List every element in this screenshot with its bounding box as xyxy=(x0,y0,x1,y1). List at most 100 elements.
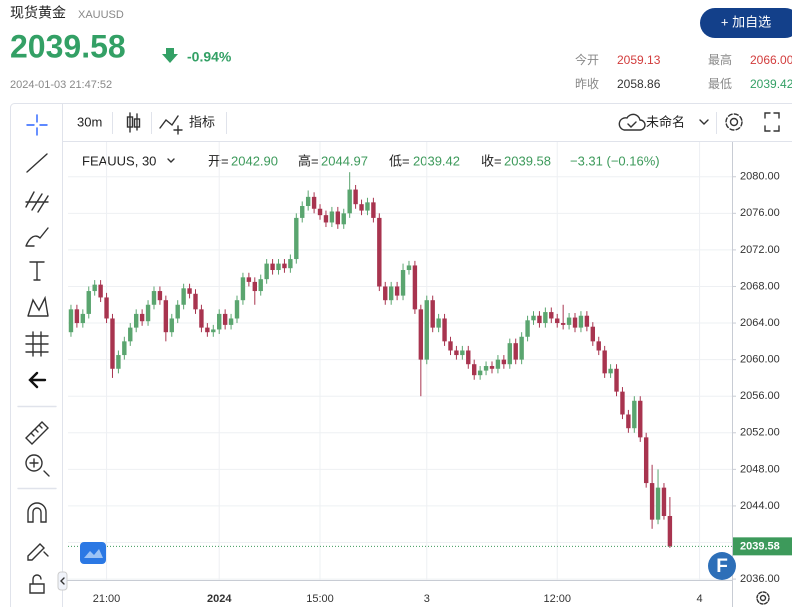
candle-body xyxy=(519,337,523,360)
pattern-tool[interactable] xyxy=(28,298,48,316)
candle-body xyxy=(330,211,334,222)
down-arrow xyxy=(162,48,178,63)
candle-body xyxy=(668,516,672,546)
crosshair-tool[interactable] xyxy=(27,115,47,135)
legend-label: 开= xyxy=(208,153,229,168)
candle-body xyxy=(187,288,191,293)
x-tick-label: 15:00 xyxy=(306,593,334,605)
legend-change: −3.31 (−0.16%) xyxy=(570,153,660,168)
price: 2039.58 xyxy=(10,28,126,64)
candle-body xyxy=(347,190,351,214)
candle-body xyxy=(638,401,642,438)
stat-value: 2066.00 xyxy=(750,53,792,67)
instrument-symbol: XAUUSD xyxy=(78,9,124,21)
candle-body xyxy=(425,300,429,359)
x-tick-label: 2024 xyxy=(207,593,232,605)
candle-body xyxy=(158,291,162,300)
collapse-button[interactable] xyxy=(58,572,67,590)
back-tool[interactable] xyxy=(30,373,45,387)
candle-body xyxy=(98,285,102,298)
candle-body xyxy=(591,327,595,342)
trend-line-tool[interactable] xyxy=(27,154,47,172)
candle-body xyxy=(359,204,363,210)
lock-drawings-tool[interactable] xyxy=(28,544,48,560)
candle-body xyxy=(217,314,221,330)
lock-tool[interactable] xyxy=(30,575,44,593)
candle-body xyxy=(336,211,340,224)
stat-label: 最高 xyxy=(708,52,732,67)
candle-body xyxy=(466,350,470,364)
legend-menu[interactable] xyxy=(168,159,174,162)
interval-button[interactable]: 30m xyxy=(77,114,102,129)
snapshot-button[interactable] xyxy=(80,542,106,564)
y-tick-label: 2044.00 xyxy=(740,500,780,512)
plot: 2036.002040.002044.002048.002052.002056.… xyxy=(68,142,792,605)
candle-body xyxy=(324,215,328,222)
chart-type-button[interactable] xyxy=(128,113,140,132)
ruler-tool[interactable] xyxy=(26,422,48,444)
pitchfork-tool[interactable] xyxy=(26,192,48,212)
x-tick-label: 12:00 xyxy=(543,593,571,605)
brush-tool[interactable] xyxy=(26,228,48,246)
magnet-tool[interactable] xyxy=(28,503,46,522)
candle-body xyxy=(484,366,488,371)
candle-body xyxy=(561,323,565,325)
candle-body xyxy=(199,309,203,327)
candle-body xyxy=(478,371,482,376)
zoom-tool[interactable] xyxy=(30,459,49,476)
fullscreen-button[interactable] xyxy=(765,113,779,131)
candle-body xyxy=(644,437,648,483)
candle-body xyxy=(454,350,458,355)
candle-body xyxy=(223,314,227,325)
candle-body xyxy=(264,264,268,280)
candle-body xyxy=(241,277,245,300)
candle-body xyxy=(365,202,369,210)
candle-body xyxy=(253,282,257,291)
text-tool[interactable] xyxy=(30,262,44,280)
candle-body xyxy=(543,312,547,323)
settings-button[interactable] xyxy=(726,114,742,130)
measure-group-tool[interactable] xyxy=(26,332,48,356)
add-watchlist-label[interactable]: + 加自选 xyxy=(721,14,771,29)
y-tick-label: 2036.00 xyxy=(740,573,780,585)
candle-body xyxy=(229,318,233,324)
candle-body xyxy=(555,318,559,323)
candle-body xyxy=(69,309,73,332)
indicators-button[interactable]: 指标 xyxy=(189,114,215,129)
cloud-icon[interactable] xyxy=(619,114,645,130)
y-tick-label: 2068.00 xyxy=(740,280,780,292)
candle-body xyxy=(300,206,304,218)
candle-body xyxy=(531,316,535,321)
indicator-icon[interactable] xyxy=(160,116,182,134)
axis-settings[interactable] xyxy=(757,592,769,604)
candle-body xyxy=(496,360,500,369)
legend-label: 收= xyxy=(481,153,502,168)
y-tick-label: 2076.00 xyxy=(740,207,780,219)
candle-body xyxy=(306,197,310,206)
candle-body xyxy=(259,279,263,291)
candle-body xyxy=(75,309,79,323)
candle-body xyxy=(430,300,434,327)
layout-menu[interactable] xyxy=(700,120,708,124)
candle-body xyxy=(92,285,96,291)
candle-body xyxy=(318,209,322,215)
drawing-tools[interactable] xyxy=(18,115,56,593)
stat-label: 今开 xyxy=(575,52,599,67)
stat-label: 昨收 xyxy=(575,77,599,91)
y-tick-label: 2056.00 xyxy=(740,390,780,402)
candle-body xyxy=(585,316,589,327)
candle-body xyxy=(419,309,423,359)
y-tick-label: 2060.00 xyxy=(740,354,780,366)
candle-body xyxy=(312,197,316,209)
candle-body xyxy=(662,488,666,516)
candle-body xyxy=(608,369,612,374)
candle-body xyxy=(211,329,215,332)
candle-body xyxy=(81,314,85,323)
candle-body xyxy=(294,218,298,259)
candle-body xyxy=(508,343,512,364)
candle-body xyxy=(128,328,132,342)
candle-body xyxy=(282,264,286,269)
candle-body xyxy=(176,305,180,319)
candle-body xyxy=(353,190,357,205)
layout-name[interactable]: 未命名 xyxy=(646,114,685,129)
